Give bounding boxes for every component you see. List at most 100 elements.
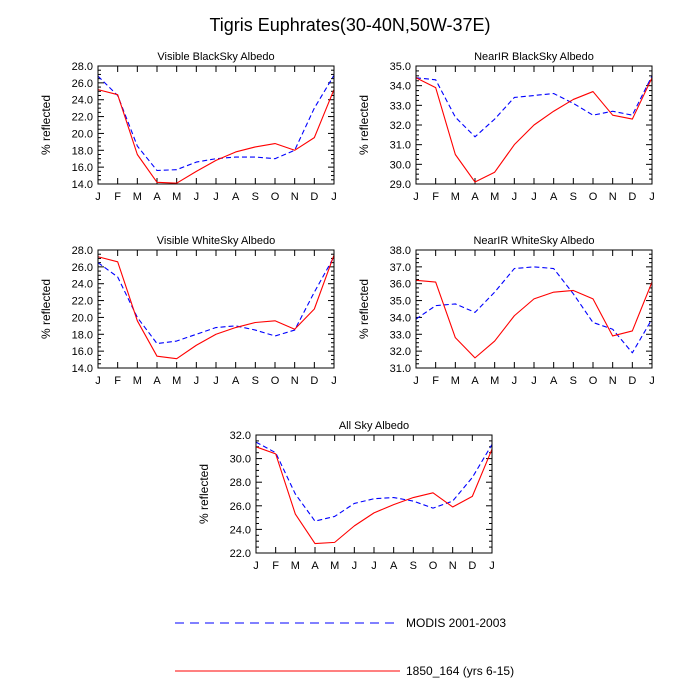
x-tick-label: F	[432, 375, 439, 387]
series-line-modis	[415, 266, 653, 354]
y-tick-label: 37.0	[390, 262, 411, 274]
y-tick-label: 32.0	[390, 120, 411, 132]
panel-1: Visible BlackSky Albedo % reflected 14.0 16…	[39, 51, 337, 203]
x-tick-label: J	[213, 375, 219, 387]
x-tick-label: M	[291, 560, 300, 572]
y-tick-label: 33.0	[390, 329, 411, 341]
plot-frame	[97, 249, 335, 369]
x-tick-label: O	[271, 191, 280, 203]
legend-label-modis: MODIS 2001-2003	[406, 616, 506, 630]
x-tick-label: J	[512, 375, 518, 387]
series-line-modis	[97, 74, 335, 172]
y-tick-label: 22.0	[230, 548, 251, 560]
x-tick-label: J	[331, 191, 337, 203]
y-tick-label: 16.0	[72, 346, 93, 358]
x-tick-label: A	[471, 375, 479, 387]
panel-title: NearIR WhiteSky Albedo	[473, 235, 594, 247]
y-tick-label: 36.0	[390, 279, 411, 291]
y-tick-label: 30.0	[390, 159, 411, 171]
x-tick-label: S	[570, 191, 577, 203]
series-line-model	[415, 77, 653, 183]
x-tick-label: D	[468, 560, 476, 572]
x-tick-label: J	[331, 375, 337, 387]
series-line-model	[97, 89, 335, 184]
y-tick-label: 33.0	[390, 100, 411, 112]
series-line-modis	[97, 256, 335, 345]
x-tick-label: J	[649, 375, 655, 387]
y-axis-label: % reflected	[357, 95, 371, 155]
y-tick-label: 34.0	[390, 81, 411, 93]
y-tick-label: 32.0	[230, 430, 251, 442]
x-tick-label: J	[352, 560, 358, 572]
x-tick-label: N	[291, 191, 299, 203]
legend: MODIS 2001-2003 1850_164 (yrs 6-15)	[175, 616, 514, 678]
y-tick-label: 24.0	[72, 279, 93, 291]
x-tick-label: D	[628, 191, 636, 203]
plot-frame	[415, 249, 653, 369]
panel-3: Visible WhiteSky Albedo % reflected 14.0 16…	[39, 235, 337, 387]
panel-title: Visible WhiteSky Albedo	[157, 235, 275, 247]
x-tick-label: A	[390, 560, 398, 572]
x-tick-label: M	[490, 191, 499, 203]
y-tick-label: 32.0	[390, 346, 411, 358]
x-tick-label: N	[449, 560, 457, 572]
x-tick-label: F	[272, 560, 279, 572]
y-tick-label: 34.0	[390, 312, 411, 324]
x-tick-label: A	[153, 191, 161, 203]
x-tick-label: J	[213, 191, 219, 203]
x-tick-label: J	[413, 191, 419, 203]
x-tick-label: M	[133, 375, 142, 387]
x-tick-label: A	[550, 191, 558, 203]
panel-4: NearIR WhiteSky Albedo % reflected 31.0 32.…	[357, 235, 655, 387]
y-axis-label: % reflected	[39, 279, 53, 339]
x-tick-label: J	[512, 191, 518, 203]
panel-5: All Sky Albedo % reflected 22.0 24.0 26.0 28.…	[197, 420, 495, 572]
y-tick-label: 20.0	[72, 128, 93, 140]
x-tick-label: D	[310, 191, 318, 203]
x-tick-label: M	[133, 191, 142, 203]
panel-title: NearIR BlackSky Albedo	[474, 51, 594, 63]
x-tick-label: F	[432, 191, 439, 203]
panel-title: Visible BlackSky Albedo	[157, 51, 274, 63]
series-line-model	[255, 446, 493, 545]
x-tick-label: A	[550, 375, 558, 387]
y-tick-label: 26.0	[230, 501, 251, 513]
series-line-model	[97, 254, 335, 360]
x-tick-label: J	[531, 375, 537, 387]
y-tick-label: 14.0	[72, 179, 93, 191]
x-tick-label: M	[451, 191, 460, 203]
y-tick-label: 24.0	[72, 95, 93, 107]
plot-frame	[255, 434, 493, 554]
x-tick-label: A	[232, 375, 240, 387]
x-tick-label: J	[531, 191, 537, 203]
x-tick-label: S	[410, 560, 417, 572]
x-tick-label: N	[291, 375, 299, 387]
x-tick-label: M	[172, 375, 181, 387]
y-tick-label: 28.0	[72, 61, 93, 73]
y-tick-label: 29.0	[390, 179, 411, 191]
plot-frame	[97, 65, 335, 185]
x-tick-label: J	[413, 375, 419, 387]
x-tick-label: S	[570, 375, 577, 387]
panels: Visible BlackSky Albedo % reflected 14.0 16…	[39, 51, 655, 572]
y-tick-label: 35.0	[390, 296, 411, 308]
y-tick-label: 31.0	[390, 363, 411, 375]
y-tick-label: 22.0	[72, 112, 93, 124]
legend-label-model: 1850_164 (yrs 6-15)	[406, 664, 514, 678]
y-tick-label: 18.0	[72, 329, 93, 341]
plot-frame	[415, 65, 653, 185]
x-tick-label: M	[451, 375, 460, 387]
x-tick-label: A	[311, 560, 319, 572]
x-tick-label: J	[253, 560, 259, 572]
x-tick-label: J	[194, 191, 200, 203]
x-tick-label: N	[609, 375, 617, 387]
series-line-modis	[415, 75, 653, 138]
panel-2: NearIR BlackSky Albedo % reflected 29.0 30.…	[357, 51, 655, 203]
series-line-model	[415, 279, 653, 359]
y-tick-label: 38.0	[390, 245, 411, 257]
y-axis-label: % reflected	[39, 95, 53, 155]
y-tick-label: 14.0	[72, 363, 93, 375]
y-tick-label: 30.0	[230, 454, 251, 466]
x-tick-label: J	[194, 375, 200, 387]
